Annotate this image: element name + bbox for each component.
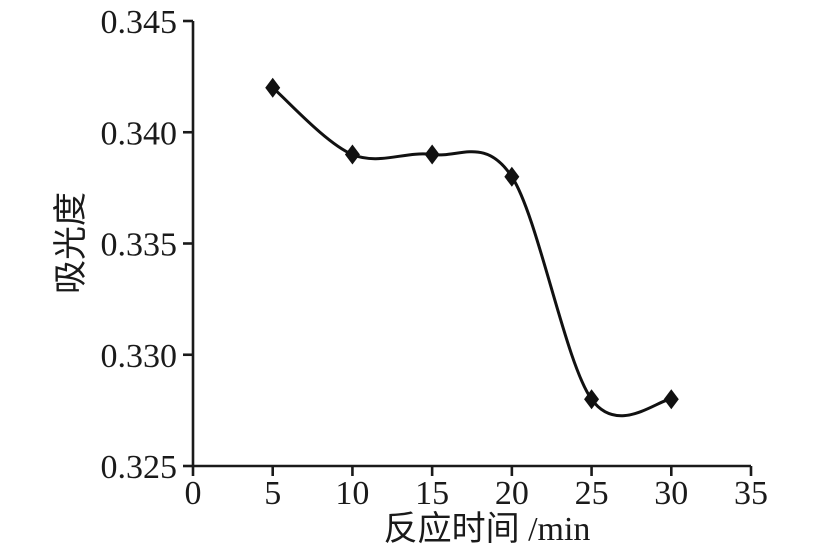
y-tick-label: 0.330 bbox=[101, 338, 178, 375]
x-axis-title: 反应时间 /min bbox=[384, 510, 591, 548]
line-series bbox=[265, 77, 679, 418]
data-point-marker bbox=[584, 389, 600, 410]
x-tick-label: 30 bbox=[654, 475, 688, 512]
y-tick-label: 0.335 bbox=[101, 227, 178, 264]
x-tick-label: 5 bbox=[264, 475, 281, 512]
series-curve bbox=[271, 86, 673, 418]
x-tick-label: 10 bbox=[335, 475, 369, 512]
data-point-marker bbox=[504, 166, 520, 187]
axes-layer: 0 5 10 15 20 25 30 35 0.325 0.330 0.335 0.340 0.345 bbox=[101, 4, 769, 512]
data-point-marker bbox=[663, 389, 679, 410]
data-point-marker bbox=[424, 144, 440, 165]
y-tick-label: 0.325 bbox=[101, 449, 178, 486]
x-tick-label: 0 bbox=[185, 475, 202, 512]
x-tick-label: 15 bbox=[415, 475, 449, 512]
x-tick-label: 25 bbox=[575, 475, 609, 512]
x-tick-label: 35 bbox=[734, 475, 768, 512]
data-point-marker bbox=[344, 144, 360, 165]
x-tick-label: 20 bbox=[495, 475, 529, 512]
y-tick-label: 0.340 bbox=[101, 115, 178, 152]
data-point-marker bbox=[265, 77, 281, 98]
y-tick-label: 0.345 bbox=[101, 4, 178, 41]
y-axis-title: 吸光度 bbox=[52, 192, 90, 294]
